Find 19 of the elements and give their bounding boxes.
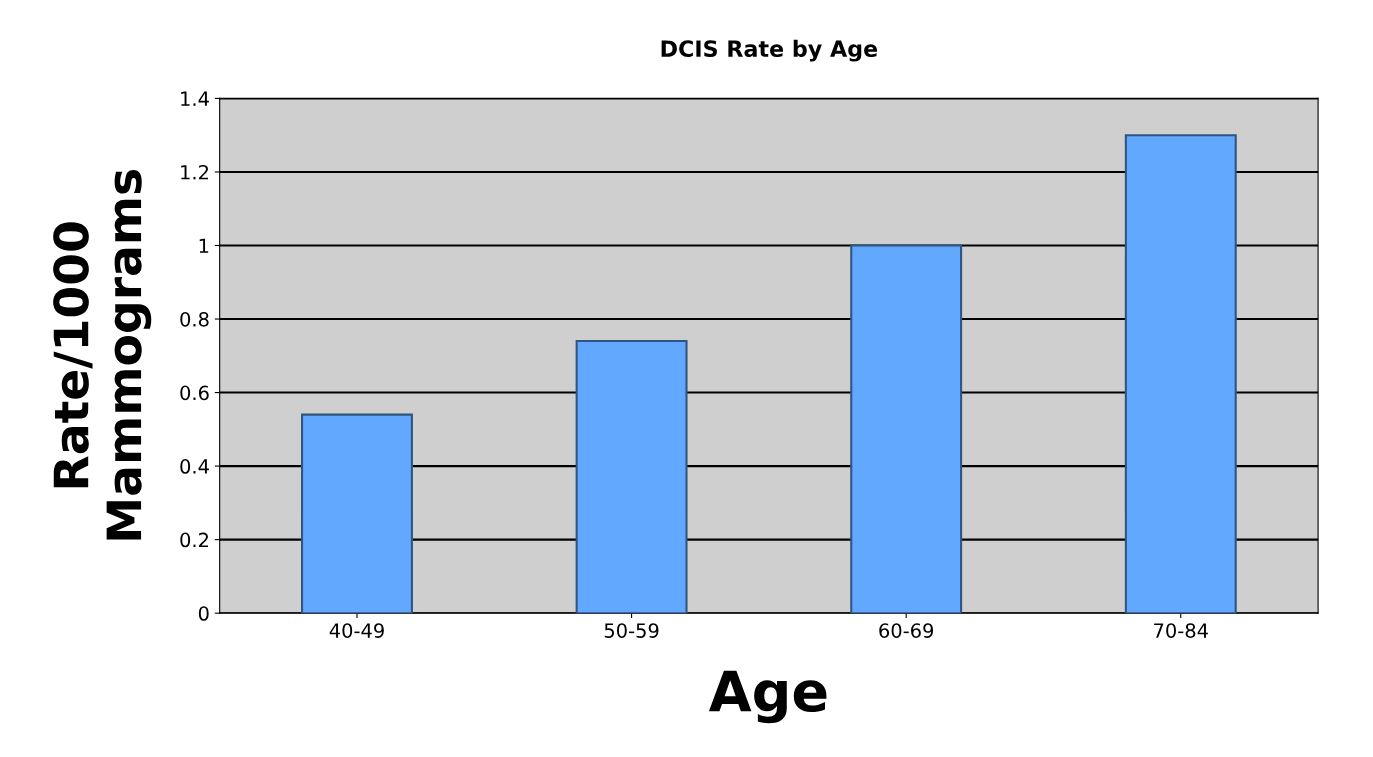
x-tick-label: 70-84 (1154, 623, 1208, 638)
y-tick-label: 1.4 (181, 91, 209, 106)
y-tick-label: 1.2 (181, 164, 209, 180)
y-axis-title: Rate/1000 Mammograms (53, 170, 152, 540)
bar (1124, 134, 1237, 614)
x-tick-label: 60-69 (879, 623, 934, 638)
y-tick-label: 0.2 (180, 532, 209, 548)
x-tick-label: 40-49 (329, 623, 384, 638)
chart-title: DCIS Rate by Age (661, 39, 878, 62)
y-tick-label: 0.8 (180, 311, 209, 327)
x-axis-title: Age (708, 670, 827, 724)
bar (575, 340, 688, 614)
bar (301, 413, 413, 614)
y-tick-label: 0 (198, 606, 209, 621)
y-tick-label: 0.6 (180, 385, 209, 401)
y-tick-label: 1 (199, 238, 209, 253)
bar (850, 244, 963, 614)
y-tick-label: 0.4 (180, 459, 209, 474)
x-tick-label: 50-59 (604, 623, 659, 638)
